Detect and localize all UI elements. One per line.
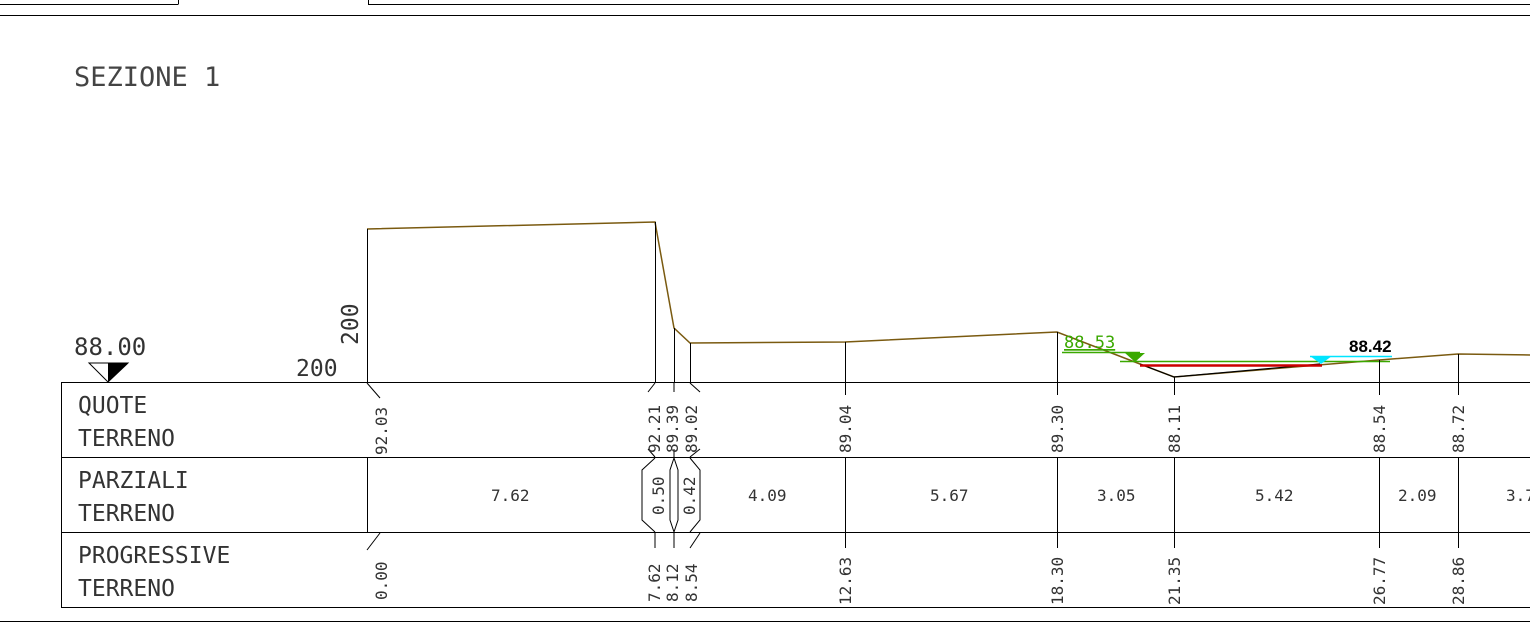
row-header-quote-line1: QUOTE (78, 393, 147, 419)
progressive-label: 7.62 (645, 563, 664, 602)
row-header-progressive-line2: TERRENO (78, 576, 175, 602)
progressive-label: 8.54 (682, 563, 701, 602)
progressive-label: 21.35 (1165, 557, 1184, 605)
partial-label: 3.7 (1506, 486, 1530, 505)
progressive-label: 0.00 (372, 561, 391, 600)
progressive-label: 12.63 (836, 557, 855, 605)
partial-label: 0.50 (649, 476, 668, 515)
partial-label: 4.09 (748, 486, 787, 505)
cyan-level-label: 88.42 (1349, 337, 1392, 356)
progressive-labels: 0.00 7.62 8.12 8.54 12.63 18.30 21.35 26… (372, 557, 1468, 605)
partial-label: 2.09 (1398, 486, 1437, 505)
data-table (61, 382, 1530, 608)
partial-label: 5.67 (930, 486, 969, 505)
quota-label: 88.72 (1449, 405, 1468, 453)
quota-labels: 92.03 92.21 89.39 89.02 89.04 89.30 88.1… (372, 405, 1468, 455)
partial-labels: 7.62 0.50 0.42 4.09 5.67 3.05 5.42 2.09 … (491, 476, 1530, 515)
quota-label: 88.54 (1370, 405, 1389, 453)
reference-elevation: 88.00 (74, 333, 146, 361)
top-frame (0, 0, 1530, 16)
quota-label: 89.39 (663, 405, 682, 453)
partial-label: 7.62 (491, 486, 530, 505)
cyan-level-marker-icon (1310, 356, 1332, 364)
quota-label: 89.02 (682, 405, 701, 453)
vertical-scale: 200 (338, 303, 364, 345)
partial-label: 0.42 (680, 476, 699, 515)
progressive-label: 8.12 (663, 563, 682, 602)
progressive-label: 28.86 (1449, 557, 1468, 605)
quota-label: 89.30 (1048, 405, 1067, 453)
green-level-label: 88.53 (1064, 333, 1115, 353)
row-header-progressive-line1: PROGRESSIVE (78, 543, 230, 569)
quota-label: 92.21 (645, 405, 664, 453)
progressive-label: 18.30 (1048, 557, 1067, 605)
quota-label: 92.03 (372, 407, 391, 455)
row-header-parziali-line1: PARZIALI (78, 468, 189, 494)
partial-label: 5.42 (1255, 486, 1294, 505)
station-lines (366, 222, 1459, 551)
horizontal-scale: 200 (296, 356, 338, 382)
reference-marker-fill-icon (108, 363, 128, 382)
partial-label: 3.05 (1097, 486, 1136, 505)
progressive-label: 26.77 (1370, 557, 1389, 605)
section-title: SEZIONE 1 (74, 62, 220, 93)
quota-label: 89.04 (836, 405, 855, 453)
quota-label: 88.11 (1165, 405, 1184, 453)
row-header-quote-line2: TERRENO (78, 426, 175, 452)
green-level-marker-icon (1125, 353, 1145, 362)
row-header-parziali-line2: TERRENO (78, 501, 175, 527)
